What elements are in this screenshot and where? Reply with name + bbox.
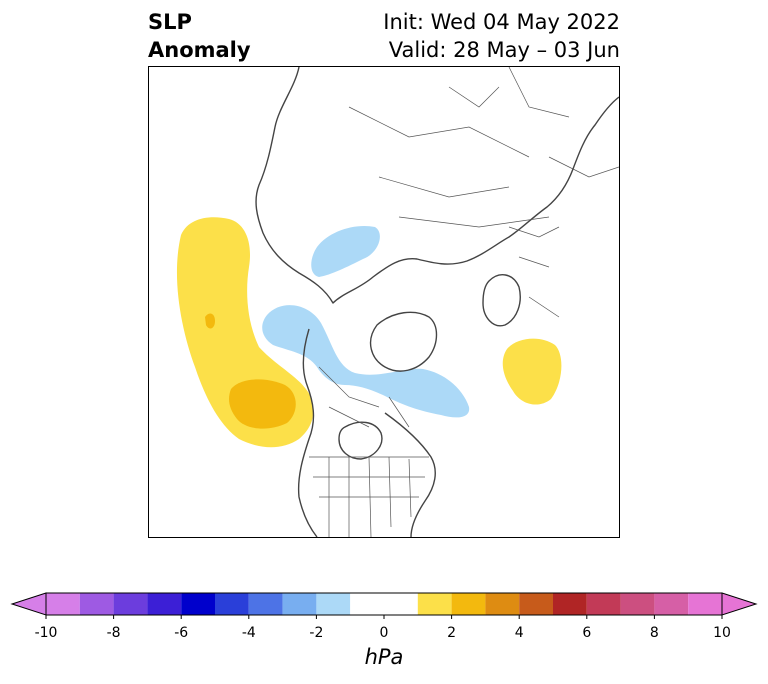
borders [309, 67, 619, 537]
colorbar-bin-14 [553, 593, 587, 615]
colorbar-bin-10 [417, 593, 452, 615]
eurasia-coastline [255, 67, 619, 304]
map-title: SLP Anomaly [148, 8, 251, 64]
coastlines [255, 67, 619, 537]
colorbar-bin-1 [79, 593, 114, 615]
siberia-negative [311, 225, 380, 277]
north-atlantic-positive [502, 338, 562, 405]
colorbar-tick-label: 8 [649, 625, 659, 641]
title-line-2: Anomaly [148, 38, 251, 62]
colorbar-bin-0 [46, 593, 80, 615]
colorbar-bin-2 [113, 593, 148, 615]
north-america-coastline [297, 328, 318, 537]
asia-borders [448, 67, 619, 178]
north-pacific-positive-core [229, 379, 296, 429]
colorbar-bin-13 [519, 593, 553, 615]
colorbar-bin-5 [215, 593, 249, 615]
north-pacific-positive-spot [205, 313, 215, 329]
colorbar-tick-label: -10 [34, 625, 58, 641]
colorbar-extend-high [721, 592, 758, 616]
init-date: Init: Wed 04 May 2022 [383, 10, 620, 34]
colorbar-bin-3 [147, 593, 182, 615]
colorbar-tick-label: -6 [174, 625, 189, 641]
scandinavia-outline [482, 274, 521, 327]
colorbar-bin-17 [654, 593, 689, 615]
canada-provinces [318, 366, 410, 428]
colorbar-bin-15 [586, 593, 621, 615]
us-states [309, 456, 429, 537]
colorbar-tick-label: -2 [309, 625, 324, 641]
polar-map [149, 67, 619, 537]
colorbar-units: hPa [364, 645, 404, 669]
colorbar-bin-8 [316, 593, 351, 615]
map-panel [148, 66, 620, 538]
east-coast-us [384, 412, 436, 537]
colorbar-extend-low [10, 592, 47, 616]
canada-greenland-negative [262, 305, 470, 418]
colorbar-tick-label: 0 [379, 625, 389, 641]
colorbar [10, 592, 758, 619]
colorbar-tick-label: 2 [447, 625, 457, 641]
russia-borders [348, 106, 550, 228]
colorbar-bin-6 [248, 593, 283, 615]
colorbar-tick-label: 6 [582, 625, 592, 641]
colorbar-tick-label: 10 [713, 625, 731, 641]
colorbar-bin-12 [485, 593, 520, 615]
anomaly-layer [149, 217, 562, 448]
colorbar-tick-label: -4 [241, 625, 256, 641]
colorbar-bin-9 [350, 593, 418, 615]
forecast-dates: Init: Wed 04 May 2022 Valid: 28 May – 03… [383, 8, 620, 64]
title-line-1: SLP [148, 10, 192, 34]
greenland-outline [369, 311, 438, 372]
map-white-notch [149, 285, 153, 319]
colorbar-bin-18 [688, 593, 722, 615]
colorbar-tick-label: 4 [514, 625, 524, 641]
hudson-bay-outline [338, 421, 383, 460]
europe-borders [508, 226, 560, 318]
colorbar-bin-4 [181, 593, 215, 615]
colorbar-bin-7 [282, 593, 317, 615]
colorbar-bin-16 [620, 593, 655, 615]
colorbar-bin-11 [451, 593, 486, 615]
colorbar-tick-label: -8 [106, 625, 121, 641]
valid-range: Valid: 28 May – 03 Jun [388, 38, 620, 62]
